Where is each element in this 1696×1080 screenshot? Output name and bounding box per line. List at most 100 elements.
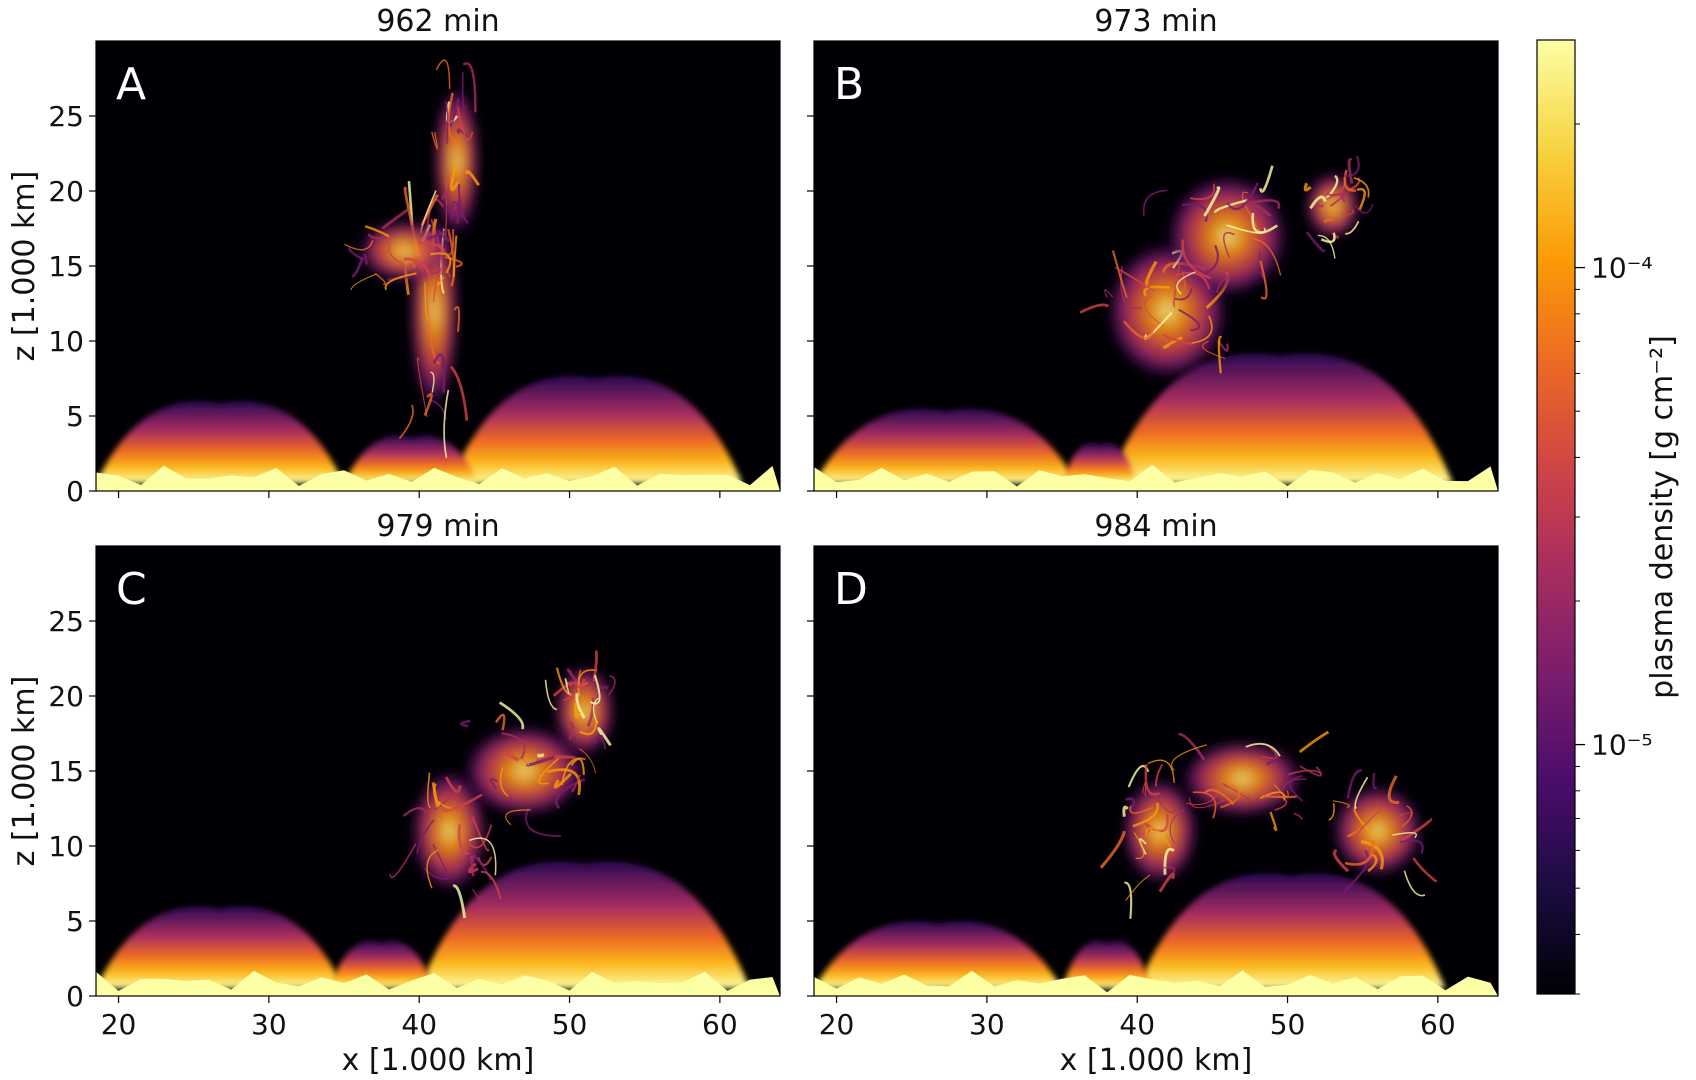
plasma-filament: [568, 721, 575, 741]
plasma-filament: [1325, 174, 1339, 200]
plasma-filament: [1356, 187, 1366, 211]
panel-b: B 973 min: [807, 4, 1499, 498]
plasma-filament: [1269, 811, 1278, 832]
plasma-filament: [555, 667, 572, 696]
plasma-filament: [1216, 274, 1231, 294]
plasma-filament: [546, 768, 581, 796]
plasma-filament: [1293, 812, 1304, 820]
plasma-filament: [1251, 203, 1272, 223]
colorbar-gradient: [1536, 39, 1576, 995]
plasma-filament: [443, 389, 450, 458]
magnetic-dome: [96, 906, 345, 989]
plasma-filament: [1161, 333, 1193, 346]
plasma-filament: [1222, 783, 1252, 801]
plasma-filament: [364, 225, 390, 238]
plasma-filament: [586, 697, 595, 728]
density-field: [814, 155, 1498, 491]
panel-letter: B: [834, 59, 864, 110]
plasma-filament: [608, 675, 616, 696]
y-tick-label: 5: [66, 905, 84, 938]
plasma-filament: [1153, 791, 1177, 814]
plasma-filament: [423, 392, 433, 416]
photosphere: [814, 464, 1498, 491]
y-tick-label: 15: [48, 250, 84, 283]
plasma-filament: [435, 59, 451, 89]
plasma-filament: [593, 735, 607, 750]
plasma-filament: [1145, 260, 1158, 288]
plasma-filament: [1395, 812, 1412, 819]
plasma-filament: [398, 404, 414, 440]
plasma-filament: [450, 164, 459, 192]
plasma-filament: [1129, 805, 1154, 814]
plasma-filament: [1345, 220, 1360, 235]
panel-title: 979 min: [376, 509, 499, 544]
plasma-filament: [381, 239, 391, 254]
plasma-filament: [1346, 209, 1355, 216]
y-tick-label: 20: [48, 175, 84, 208]
magnetic-dome: [1137, 873, 1446, 989]
plasma-filament: [351, 256, 365, 278]
panel-title: 973 min: [1094, 4, 1217, 39]
plasma-filament: [1217, 340, 1229, 352]
y-tick-label: 0: [66, 980, 84, 1013]
plasma-filament: [1125, 797, 1136, 813]
plasma-filament: [574, 702, 581, 719]
photosphere: [96, 970, 780, 996]
plasma-filament: [1178, 732, 1206, 761]
x-tick-label: 60: [1420, 1008, 1456, 1041]
plasma-filament: [1412, 857, 1438, 883]
plasma-filament: [1299, 765, 1323, 777]
plasma-filament: [592, 650, 598, 682]
plasma-filament: [444, 776, 462, 794]
plasma-filament: [1289, 775, 1304, 802]
plasma-filament: [423, 867, 451, 880]
plasma-filament: [1111, 250, 1129, 299]
y-tick-label: 5: [66, 400, 84, 433]
y-tick-label: 20: [48, 680, 84, 713]
density-field: [96, 59, 780, 491]
plasma-filament: [1258, 165, 1274, 193]
plasma-filament: [480, 870, 502, 900]
magnetic-dome: [329, 940, 435, 989]
plasma-filament: [589, 674, 601, 705]
magnetic-dome: [814, 409, 1078, 484]
y-axis-label: z [1.000 km]: [7, 676, 42, 867]
x-tick-label: 60: [702, 1008, 738, 1041]
panel-letter: A: [116, 59, 146, 110]
panel-title: 984 min: [1094, 509, 1217, 544]
plasma-filament: [538, 757, 560, 785]
plasma-filament: [570, 757, 585, 775]
plasma-filament: [1323, 218, 1333, 224]
plasma-filament: [1132, 802, 1159, 828]
plasma-filament: [1122, 805, 1129, 817]
plasma-filament: [1309, 195, 1327, 210]
plasma-filament: [424, 282, 430, 322]
plasma-filament: [1120, 265, 1142, 310]
plasma-filament: [389, 843, 417, 879]
plasma-filament: [1251, 212, 1279, 234]
plasma-filament: [1147, 759, 1175, 783]
plasma-filament: [1217, 335, 1223, 374]
y-tick-label: 15: [48, 755, 84, 788]
plasma-filament: [1174, 271, 1211, 290]
plasma-filament: [1203, 186, 1221, 217]
plasma-filament: [1169, 809, 1185, 844]
panel-a: A 962 min 0 5 10 15 20 25 z [1.000 km]: [7, 4, 781, 508]
plasma-cloud: [464, 726, 585, 816]
photosphere: [814, 970, 1498, 996]
plasma-filament: [1181, 239, 1212, 280]
plasma-filament: [374, 272, 387, 285]
plasma-filament: [1144, 764, 1161, 796]
panel-c: C 979 min 20 30 40 50 60 0 5 10 15 20 25 x [1.000 km]…: [7, 509, 781, 1078]
plasma-filament: [1343, 169, 1357, 192]
plasma-filament: [1403, 870, 1426, 897]
plasma-filament: [1253, 238, 1282, 276]
plasma-filament: [1262, 794, 1299, 799]
plasma-filament: [1241, 191, 1262, 235]
plasma-filament: [501, 732, 526, 760]
plasma-filament: [456, 199, 460, 224]
plasma-filament: [471, 816, 490, 852]
plasma-filament: [1214, 199, 1248, 214]
plasma-filament: [577, 669, 598, 697]
colorbar-tick-label: 10⁻⁵: [1591, 729, 1653, 762]
